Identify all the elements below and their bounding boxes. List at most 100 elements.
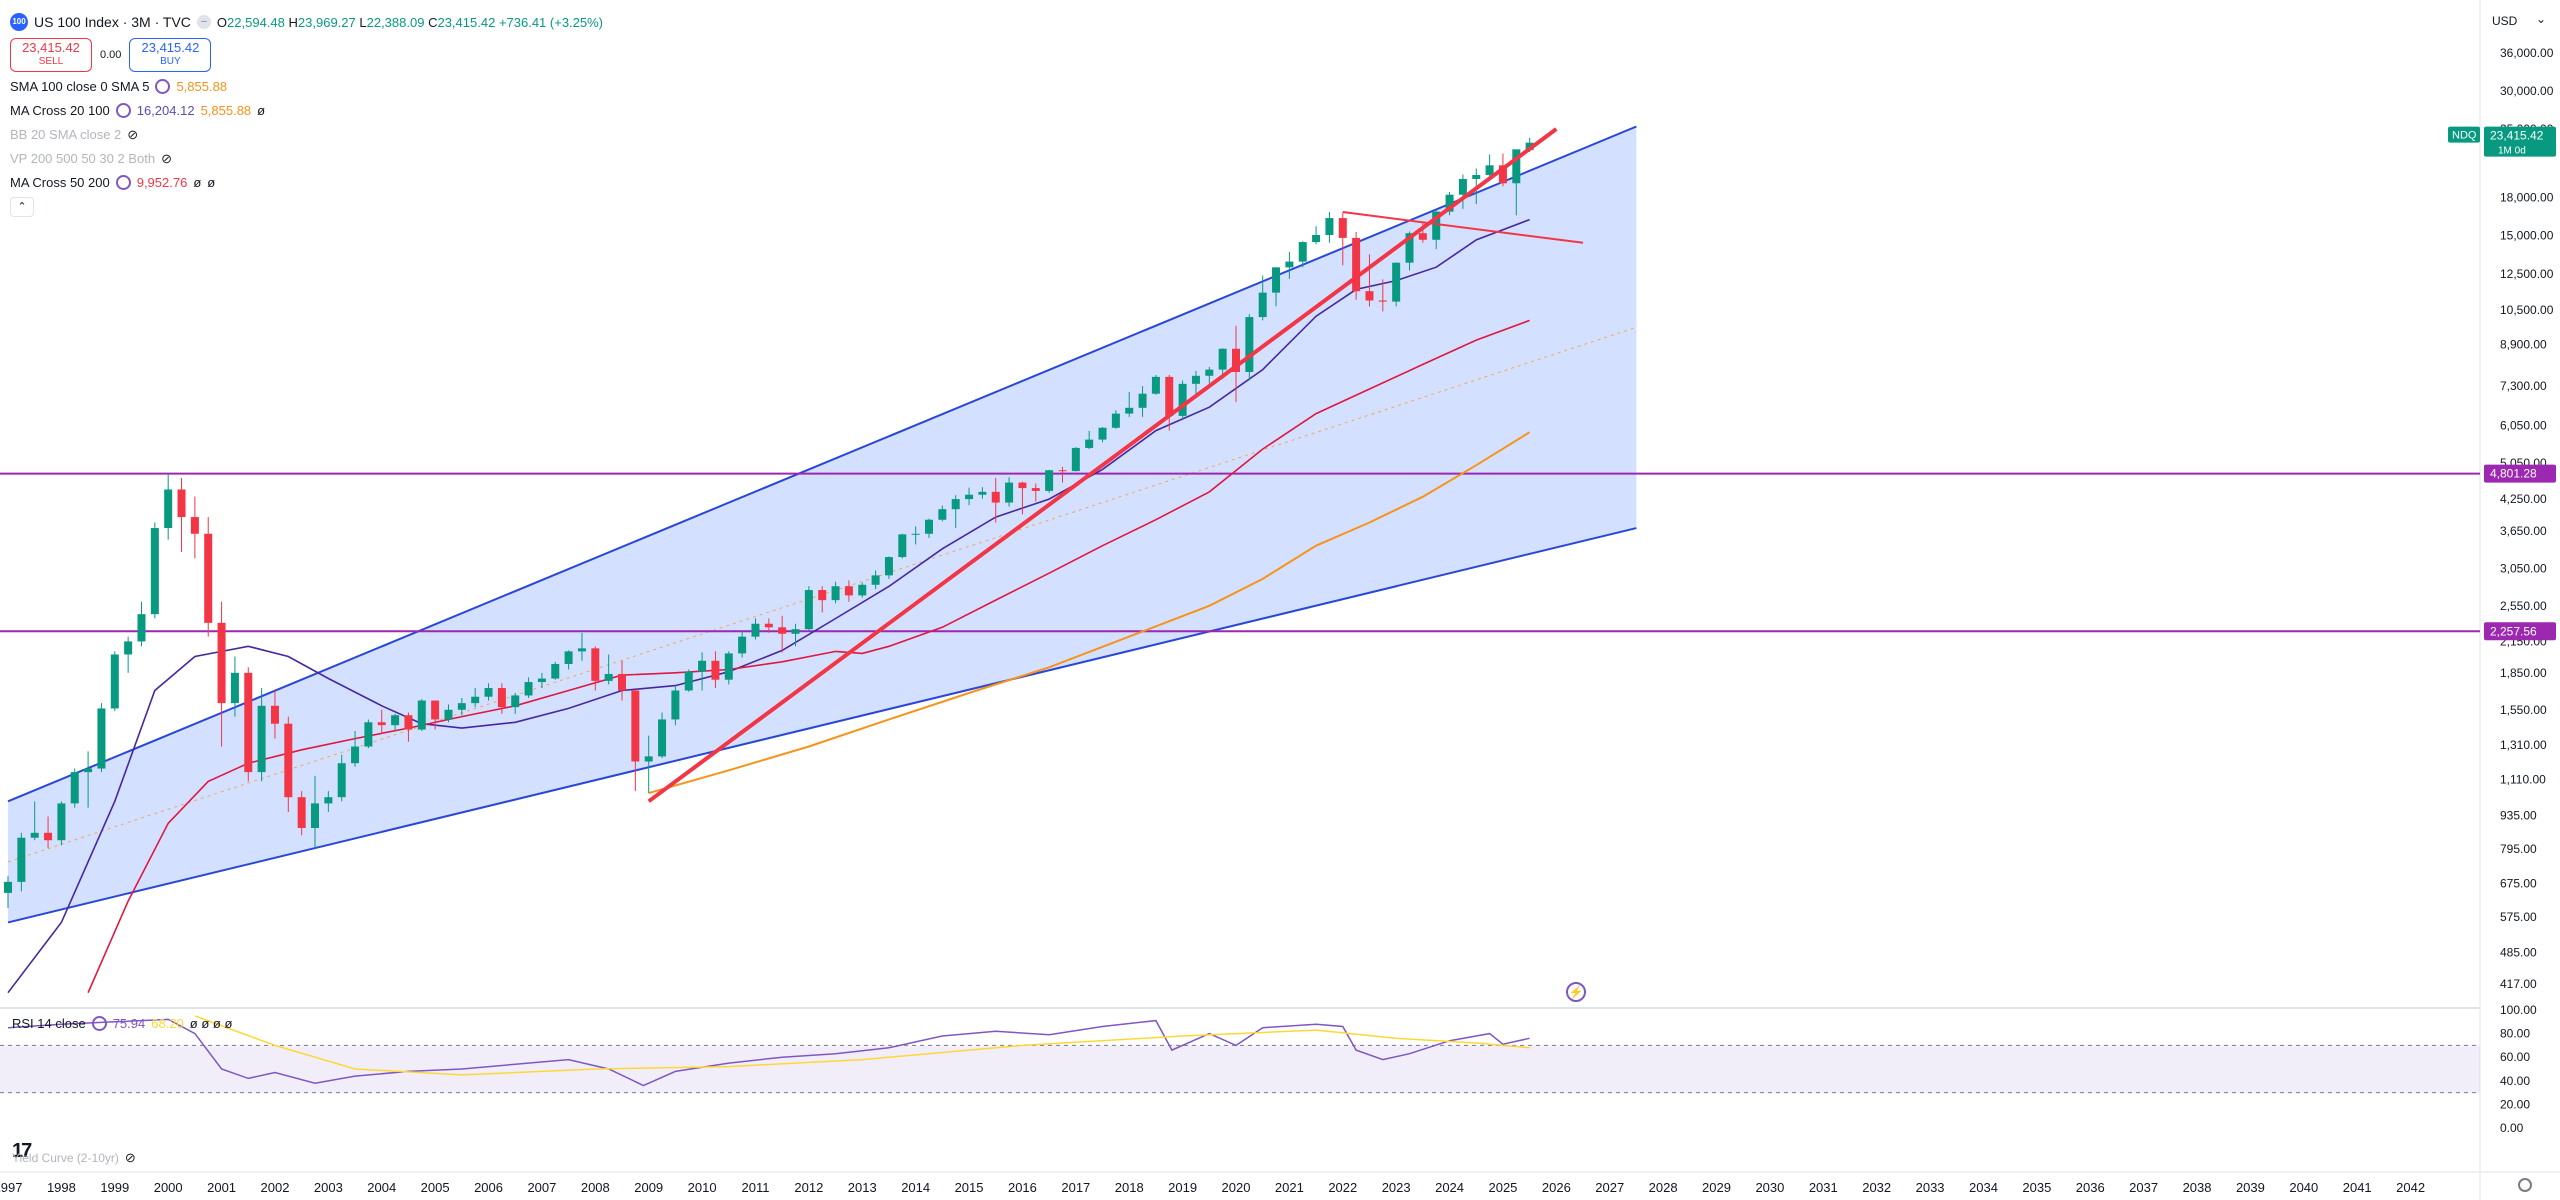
time-axis-label: 2016 [1008,1180,1037,1195]
candle [244,672,253,773]
candle [978,491,987,495]
candle [84,768,93,773]
candle [204,533,213,623]
candle [337,763,346,798]
time-axis-label: 2030 [1755,1180,1784,1195]
time-axis-label: 2014 [901,1180,930,1195]
symbol-logo-icon: 100 [10,13,28,31]
rsi-legend[interactable]: RSI 14 close 75.94 68.20 ø ø ø ø [12,1016,233,1031]
candle [524,682,533,696]
price-axis-label: 4,250.00 [2500,492,2547,506]
candle [1365,291,1374,301]
rsi-axis-label: 40.00 [2500,1074,2530,1088]
price-axis-label: 30,000.00 [2500,84,2554,98]
candle [137,614,146,642]
candle [150,528,159,615]
currency-label[interactable]: USD [2492,14,2518,28]
candle [738,636,747,654]
candle [951,499,960,510]
candle [1325,218,1334,235]
candle [1085,439,1094,448]
time-axis-label: 2022 [1328,1180,1357,1195]
candle [631,690,640,762]
candle [831,586,840,601]
chart-legend: 100 US 100 Index · 3M · TVC – O22,594.48… [10,0,603,217]
candle [417,700,426,730]
candle [351,746,360,764]
price-axis-label: 6,050.00 [2500,418,2547,432]
candle [444,709,453,720]
candle [965,494,974,500]
candle [618,673,627,691]
time-axis-label: 2040 [2289,1180,2318,1195]
candle [671,690,680,720]
ma-20-line [7,218,1530,994]
candle [1098,427,1107,440]
channel-fill [8,126,1637,923]
candle [497,688,506,708]
candle [1432,211,1441,240]
trendline-red [647,127,1558,803]
candle [844,586,853,596]
indicator-settings-icon[interactable] [91,1016,107,1031]
yield-legend[interactable]: Yield Curve (2-10yr) ⊘ [12,1150,136,1165]
price-axis-label: 417.00 [2500,977,2537,991]
rsi-axis-label: 0.00 [2500,1121,2524,1135]
time-axis-label: 2004 [367,1180,396,1195]
candle [871,575,880,585]
buy-button[interactable]: 23,415.42 BUY [129,38,212,72]
more-icon[interactable]: – [196,15,211,29]
rsi-axis-label: 60.00 [2500,1050,2530,1064]
candle [1272,267,1281,293]
candle [404,715,413,730]
candle [1458,178,1467,195]
candle [804,590,813,630]
time-axis-label: 2001 [207,1180,236,1195]
lightning-icon[interactable]: ⚡ [1566,982,1586,1002]
price-axis-label: 10,500.00 [2500,303,2554,317]
hidden-eye-icon[interactable]: ⊘ [127,126,139,142]
candle [70,772,79,804]
price-tag-label: 2,257.56 [2490,624,2537,638]
collapse-legend-button[interactable]: ⌃ [10,197,34,217]
time-axis-label: 2012 [794,1180,823,1195]
candle [110,654,119,709]
indicator-settings-icon[interactable] [155,78,171,94]
price-tag-label: 4,801.28 [2490,467,2537,481]
symbol-title[interactable]: US 100 Index · 3M · TVC [34,14,191,30]
price-axis-label: 7,300.00 [2500,379,2547,393]
time-axis-label: 2020 [1222,1180,1251,1195]
candle [591,648,600,681]
indicator-bb[interactable]: BB 20 SMA close 2 ⊘ [10,126,139,142]
chevron-down-icon[interactable]: ⌄ [2536,12,2547,26]
indicator-settings-icon[interactable] [115,102,131,118]
time-axis-label: 2038 [2183,1180,2212,1195]
candle [297,797,306,829]
candle [511,695,520,708]
settings-icon[interactable] [2518,1178,2532,1192]
ma-100-line [648,431,1531,795]
sell-button[interactable]: 23,415.42 SELL [10,38,92,72]
indicator-settings-icon[interactable] [115,174,131,190]
indicator-vp[interactable]: VP 200 500 50 30 2 Both ⊘ [10,150,172,166]
candle [1205,369,1214,376]
hidden-eye-icon[interactable]: ⊘ [124,1150,136,1165]
time-axis-label: 2008 [581,1180,610,1195]
candle [1418,233,1427,240]
time-axis-label: 2021 [1275,1180,1304,1195]
time-axis-label: 2017 [1061,1180,1090,1195]
time-axis-label: 2010 [688,1180,717,1195]
indicator-ma-cross-20-100[interactable]: MA Cross 20 100 16,204.12 5,855.88 ø [10,102,266,118]
price-tag-label: 23,415.42 [2490,129,2544,143]
indicator-ma-cross-50-200[interactable]: MA Cross 50 200 9,952.76 ø ø [10,174,216,190]
candle [124,641,133,655]
candle [1138,393,1147,408]
hidden-eye-icon[interactable]: ⊘ [161,150,172,166]
indicator-sma-100[interactable]: SMA 100 close 0 SMA 5 5,855.88 [10,78,228,94]
time-axis-label: 2037 [2129,1180,2158,1195]
candle [564,651,573,664]
candle [217,622,226,704]
candle [991,491,1000,503]
time-axis-label: 1997 [0,1180,22,1195]
